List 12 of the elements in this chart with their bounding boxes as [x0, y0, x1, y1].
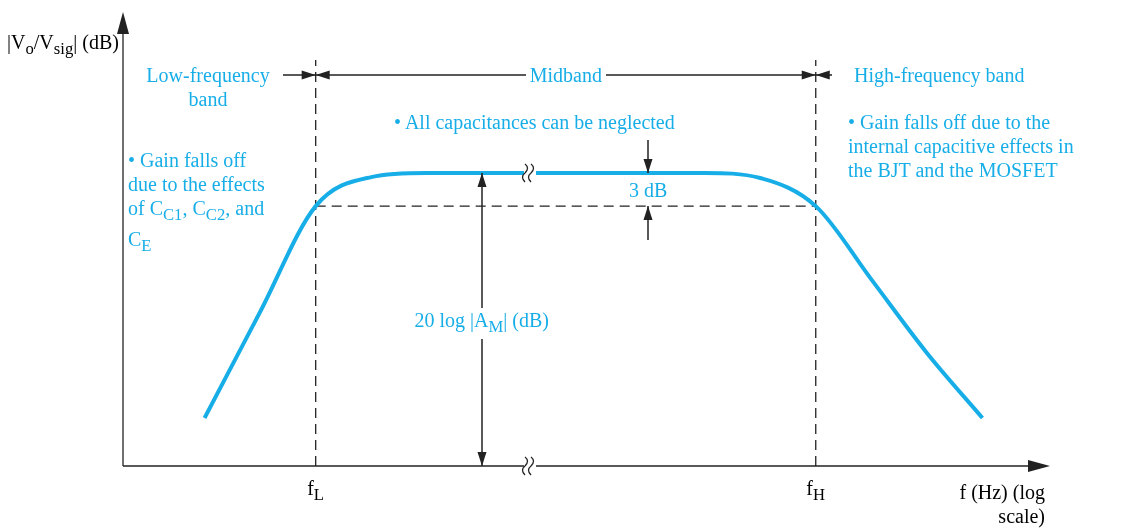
annotation: 20 log |A$_{M}$| (dB) — [410, 308, 553, 339]
x-tick-label: f$_{L}$ — [307, 476, 325, 506]
text: Midband — [525, 63, 606, 87]
text: • Gain falls off due to the effects of C$_{C1}$, C$_{C2}$, and C$_{E}$ — [128, 149, 265, 255]
annotation: 3 dB — [625, 178, 672, 202]
annotation: • Gain falls off due to the internal capacitive effects in the BJT and the MOSFET — [848, 110, 1075, 182]
text: • All capacitances can be neglected — [394, 110, 675, 134]
text: High-frequency band — [854, 63, 1025, 87]
x-tick-label: f$_{H}$ — [806, 476, 825, 506]
x-axis-title: f (Hz) (log scale) — [958, 480, 1045, 528]
text: |V$_{o}$/V$_{sig}$| (dB) — [7, 30, 119, 60]
text: Low-frequency band — [145, 63, 271, 111]
